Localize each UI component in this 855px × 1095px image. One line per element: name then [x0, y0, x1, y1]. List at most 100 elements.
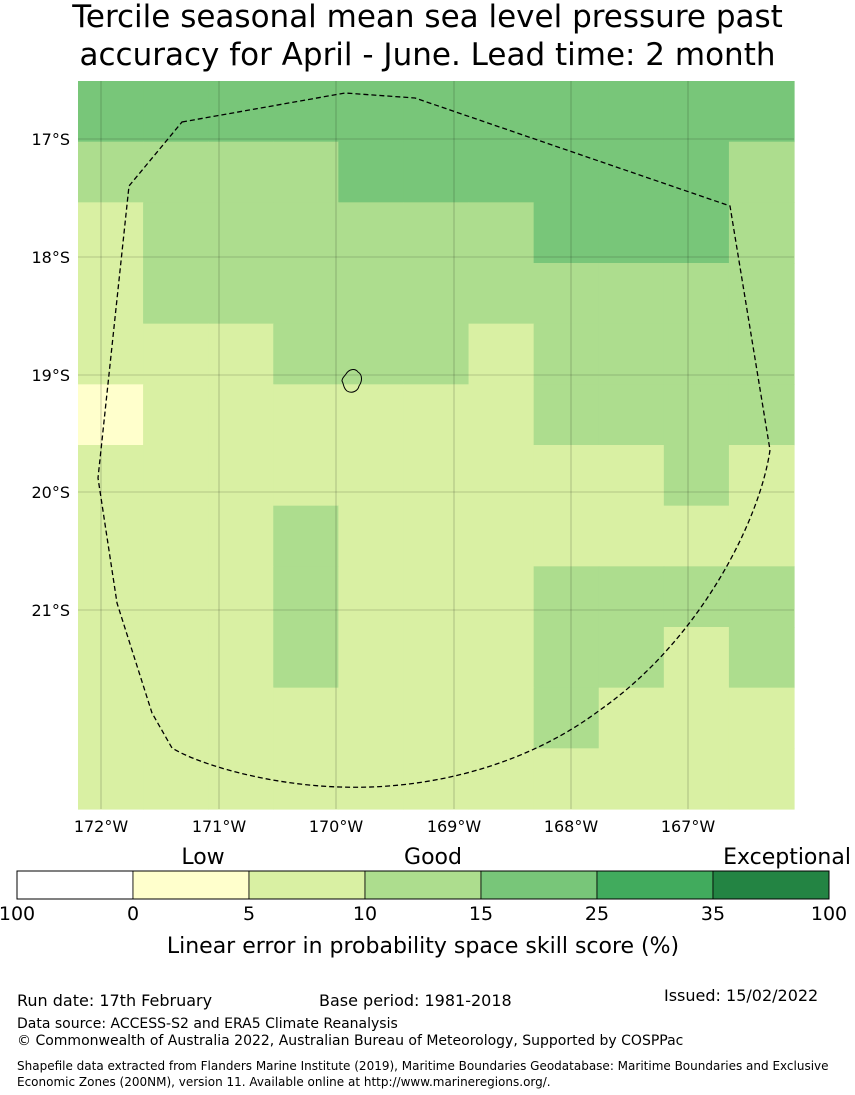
grid-cell	[663, 748, 730, 810]
grid-cell	[338, 566, 405, 628]
grid-cell	[728, 263, 795, 325]
colorbar-segment	[596, 870, 714, 900]
base-period: Base period: 1981-2018	[319, 991, 512, 1010]
grid-cell	[728, 384, 795, 446]
grid-cell	[143, 566, 209, 628]
grid-cell	[273, 505, 339, 567]
grid-cell	[403, 81, 470, 143]
grid-cell	[468, 384, 535, 446]
grid-cell	[598, 505, 665, 567]
grid-cell	[728, 566, 795, 628]
grid-cell	[468, 445, 535, 507]
grid-cell	[143, 81, 209, 143]
grid-cell	[598, 81, 665, 143]
grid-cell	[403, 627, 470, 689]
grid-cell	[208, 445, 274, 507]
grid-cell	[208, 141, 274, 203]
lat-label: 20°S	[31, 483, 70, 502]
grid-cell	[468, 263, 535, 325]
gridlines	[78, 81, 794, 809]
grid-cell	[598, 566, 665, 628]
grid-cell	[143, 445, 209, 507]
map-title-line-2: accuracy for April - June. Lead time: 2 …	[79, 37, 776, 73]
grid-cell	[598, 323, 665, 385]
colorbar-segment	[132, 870, 250, 900]
grid-cell	[598, 687, 665, 749]
grid-cell	[78, 748, 144, 810]
grid-cell	[533, 384, 600, 446]
colorbar-label: Linear error in probability space skill …	[167, 934, 679, 959]
legend-category: Low	[181, 845, 224, 870]
grid-cell	[598, 202, 665, 264]
colorbar-segment	[16, 870, 134, 900]
grid-cell	[78, 445, 144, 507]
colorbar-tick: 100	[0, 903, 35, 925]
grid-cell	[143, 141, 209, 203]
grid-cell	[273, 202, 339, 264]
shapefile-credit: Shapefile data extracted from Flanders M…	[17, 1059, 829, 1089]
legend-category-labels: Low Good Exceptional	[181, 845, 851, 870]
grid-cell	[728, 687, 795, 749]
grid-cell	[663, 566, 730, 628]
issued-date: Issued: 15/02/2022	[664, 986, 819, 1005]
colorbar-tick: 15	[469, 903, 493, 925]
grid-cell	[78, 81, 144, 143]
grid-cell	[208, 263, 274, 325]
grid-cell	[533, 748, 600, 810]
grid-cell	[273, 748, 339, 810]
colorbar-tick: 10	[353, 903, 377, 925]
grid-cell	[533, 141, 600, 203]
grid-cell	[663, 263, 730, 325]
grid-cell	[273, 445, 339, 507]
grid-cell	[78, 627, 144, 689]
copyright: © Commonwealth of Australia 2022, Austra…	[17, 1033, 684, 1049]
legend-category: Good	[404, 845, 462, 870]
grid-cell	[78, 505, 144, 567]
grid-cell	[273, 141, 339, 203]
grid-cell	[468, 687, 535, 749]
grid-cell	[533, 323, 600, 385]
run-date: Run date: 17th February	[17, 991, 213, 1010]
grid-cell	[533, 566, 600, 628]
lon-label: 168°W	[544, 817, 599, 836]
grid-cell	[208, 627, 274, 689]
grid-cell	[338, 687, 405, 749]
grid-cell	[663, 627, 730, 689]
legend-category: Exceptional	[723, 845, 851, 870]
grid-cell	[208, 687, 274, 749]
grid-cell	[273, 81, 339, 143]
grid-cell	[728, 141, 795, 203]
grid-cell	[533, 81, 600, 143]
grid-cell	[78, 202, 144, 264]
grid-cell	[663, 505, 730, 567]
grid-cell	[338, 202, 405, 264]
grid-cell	[208, 323, 274, 385]
grid-cell	[273, 687, 339, 749]
grid-cell	[533, 627, 600, 689]
grid-cell	[403, 687, 470, 749]
lon-label: 167°W	[661, 817, 716, 836]
grid-cell	[468, 627, 535, 689]
map-title-line-1: Tercile seasonal mean sea level pressure…	[72, 0, 783, 35]
grid-cell	[338, 505, 405, 567]
grid-cell	[78, 323, 144, 385]
grid-cell	[78, 263, 144, 325]
grid-cell	[273, 384, 339, 446]
grid-cell	[273, 263, 339, 325]
lat-label: 19°S	[31, 366, 70, 385]
grid-cell	[273, 627, 339, 689]
grid-cell	[468, 141, 535, 203]
grid-cell	[143, 323, 209, 385]
grid-cell	[338, 263, 405, 325]
colorbar-segment	[712, 870, 830, 900]
grid-cell	[663, 687, 730, 749]
grid-cell	[403, 323, 470, 385]
grid-cell	[468, 566, 535, 628]
colorbar-segment	[480, 870, 598, 900]
colorbar-segment	[248, 870, 366, 900]
grid-cell	[663, 445, 730, 507]
grid-cell	[403, 748, 470, 810]
lat-label: 17°S	[31, 130, 70, 149]
colorbar-tick: 25	[585, 903, 609, 925]
